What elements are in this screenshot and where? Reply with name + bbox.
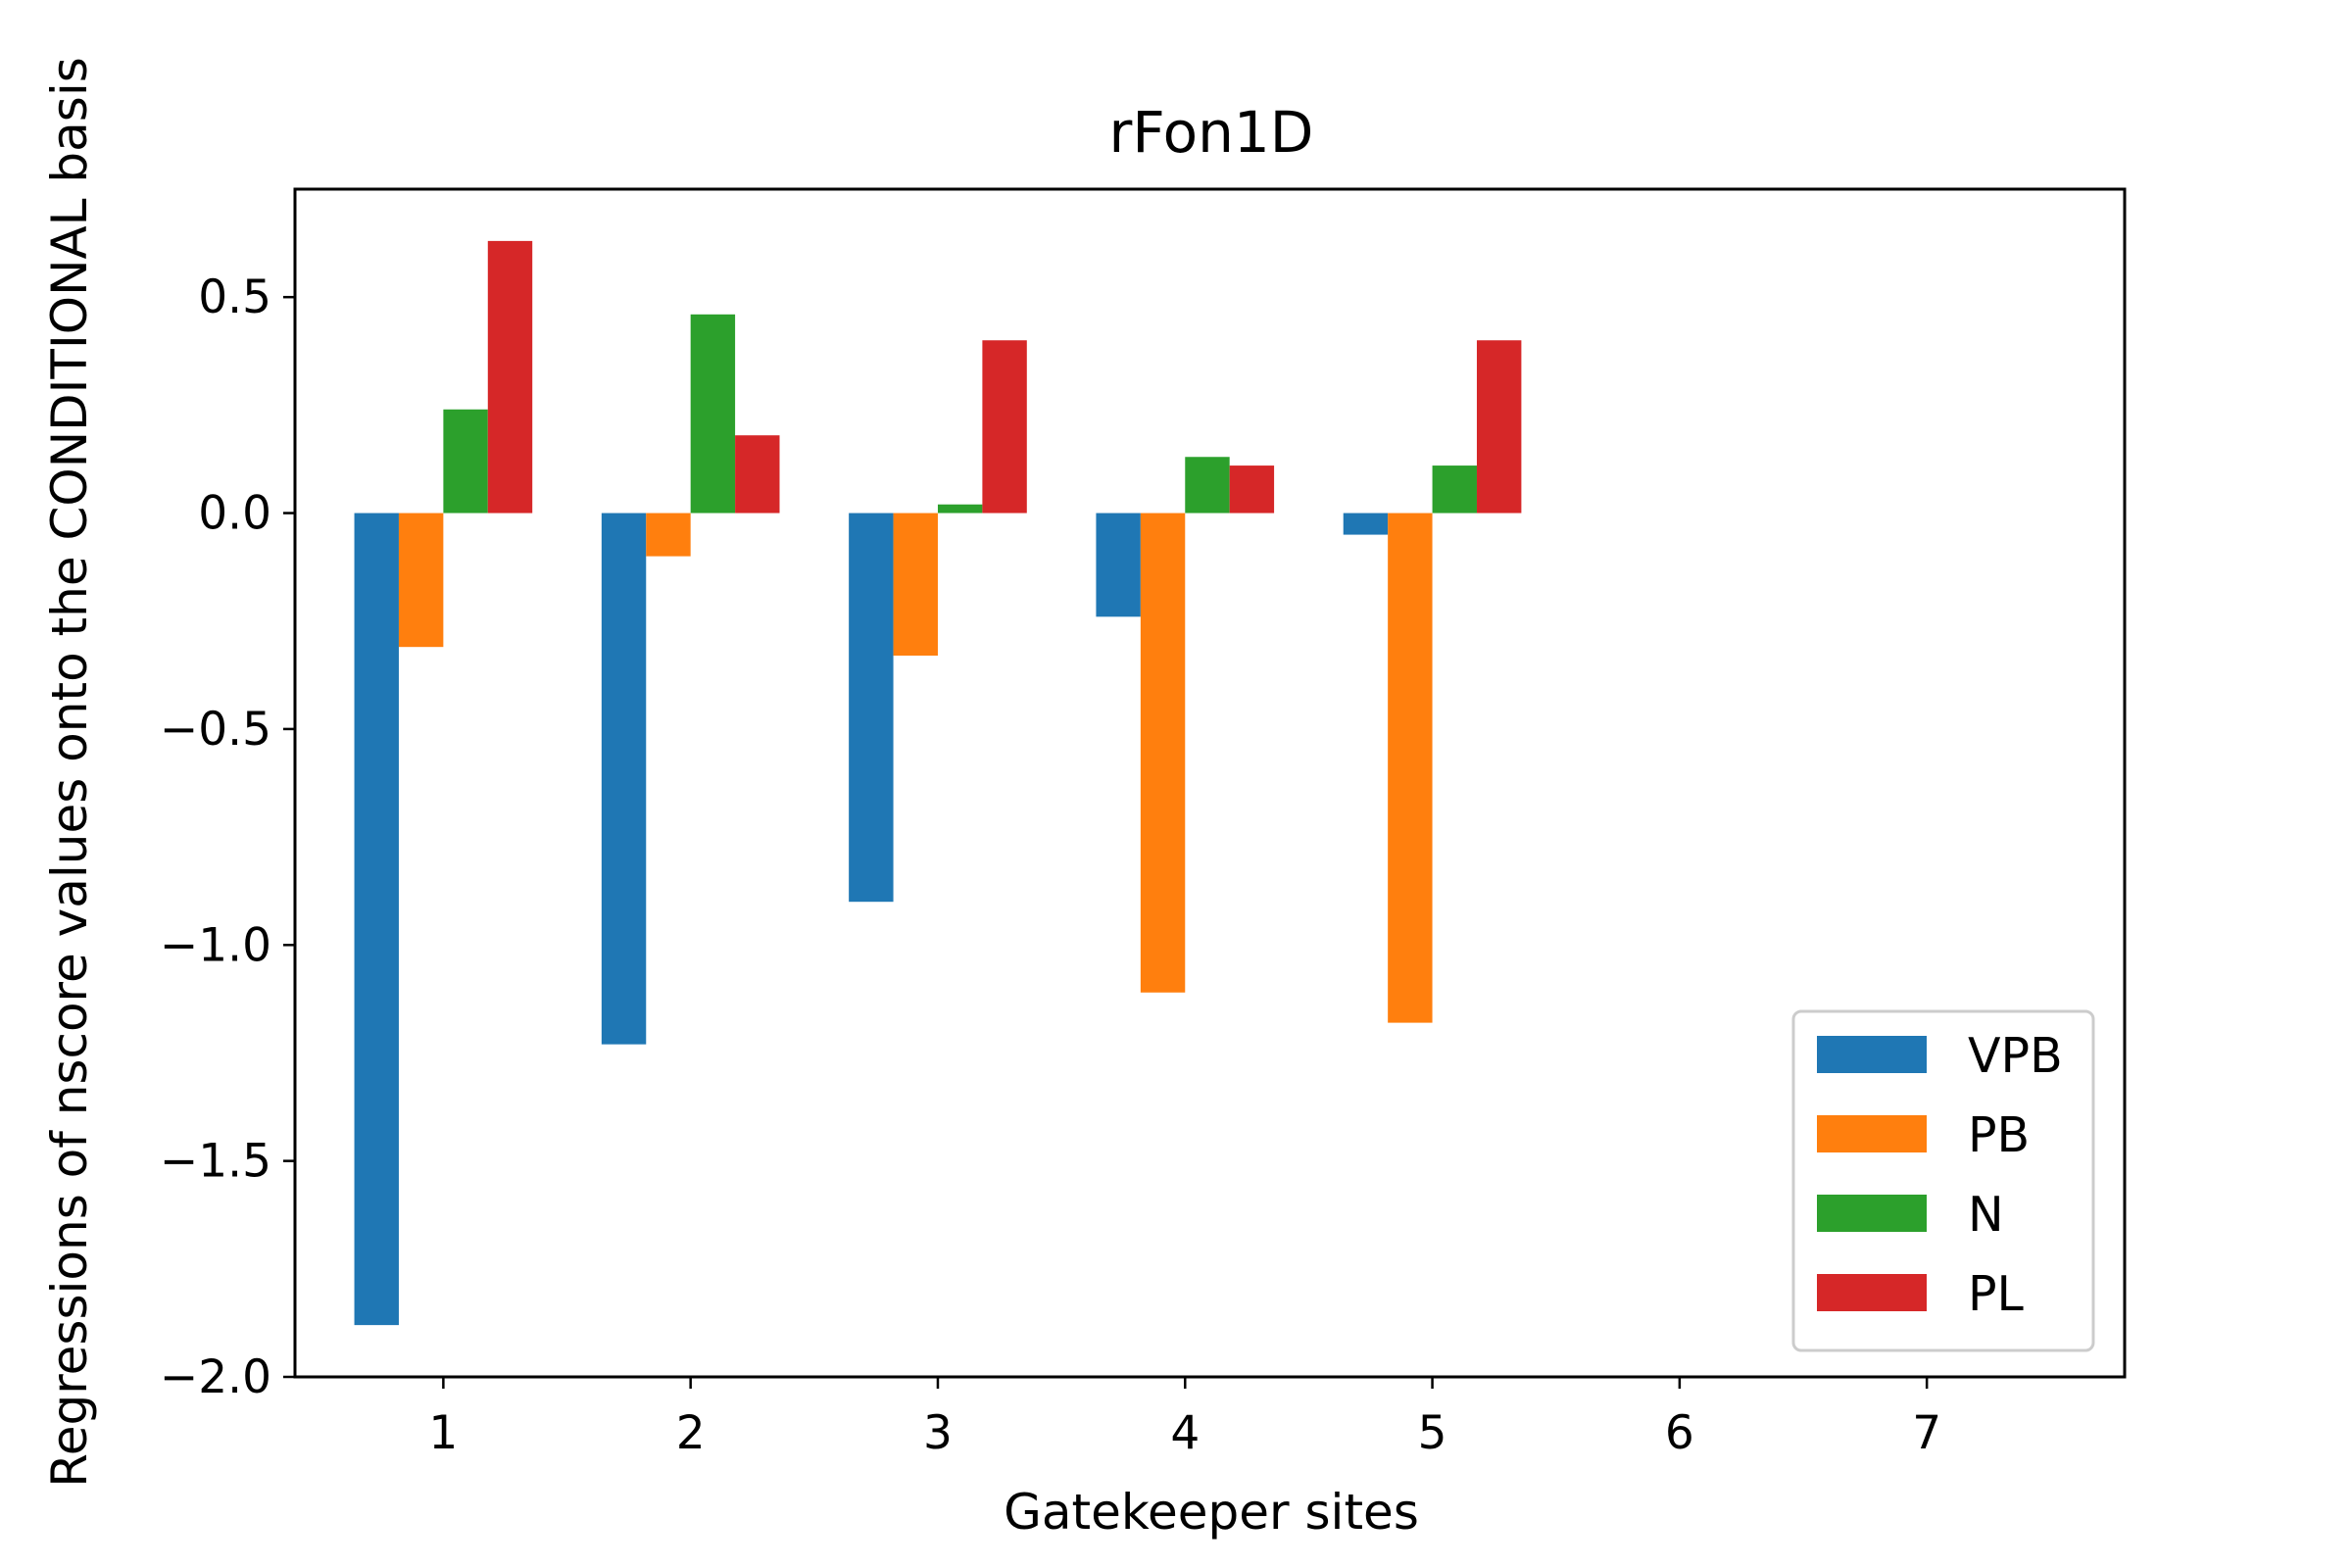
axes-layer: 1 2 3 4 5 6 7 −2.0 −1.5 −1.0 −0.5 0.0 0.5 <box>160 187 2127 1460</box>
y-tick-label: 0.5 <box>198 270 271 324</box>
bar-pl-2 <box>735 435 780 514</box>
legend-swatch-vpb <box>1817 1036 1927 1073</box>
bar-pb-3 <box>893 513 938 656</box>
legend-label-pl: PL <box>1968 1266 2025 1322</box>
bar-vpb-1 <box>354 513 399 1326</box>
y-tick-label: −0.5 <box>160 703 271 757</box>
bar-pl-3 <box>982 340 1027 514</box>
x-tick-label: 2 <box>676 1406 706 1460</box>
bar-n-1 <box>443 409 488 514</box>
x-tick-label: 5 <box>1418 1406 1447 1460</box>
bar-vpb-4 <box>1096 513 1141 617</box>
legend-label-n: N <box>1968 1187 2004 1243</box>
x-tick-label: 4 <box>1170 1406 1200 1460</box>
y-axis-label: Regressions of nscore values onto the CO… <box>41 57 98 1488</box>
bar-n-5 <box>1432 466 1477 514</box>
x-tick-label: 7 <box>1912 1406 1941 1460</box>
x-axis-label: Gatekeeper sites <box>1004 1484 1419 1541</box>
bar-pl-5 <box>1476 340 1522 514</box>
x-tick-label: 1 <box>428 1406 458 1460</box>
legend-swatch-pl <box>1817 1274 1927 1311</box>
legend-label-vpb: VPB <box>1968 1028 2063 1084</box>
bars-layer <box>354 240 1522 1326</box>
x-tick-label: 3 <box>923 1406 953 1460</box>
y-tick-label: 0.0 <box>198 487 271 541</box>
legend-swatch-pb <box>1817 1115 1927 1152</box>
legend: VPB PB N PL <box>1791 1009 2095 1352</box>
bar-pl-4 <box>1229 466 1275 514</box>
chart-title: rFon1D <box>1109 99 1314 166</box>
bar-vpb-5 <box>1343 513 1389 535</box>
bar-pb-5 <box>1388 513 1433 1023</box>
bar-pb-2 <box>646 513 691 557</box>
x-tick-label: 6 <box>1665 1406 1694 1460</box>
bar-pb-1 <box>398 513 444 648</box>
bar-pl-1 <box>487 240 533 514</box>
y-tick-label: −1.5 <box>160 1135 271 1189</box>
legend-swatch-n <box>1817 1195 1927 1232</box>
bar-pb-4 <box>1140 513 1186 993</box>
bar-vpb-3 <box>849 513 894 903</box>
legend-label-pb: PB <box>1968 1107 2030 1163</box>
bar-n-2 <box>690 314 736 514</box>
bar-vpb-2 <box>601 513 647 1045</box>
legend-box <box>1791 1009 2095 1352</box>
y-tick-label: −1.0 <box>160 918 271 972</box>
plot-frame <box>293 187 2127 1379</box>
bar-n-3 <box>937 504 983 514</box>
bar-n-4 <box>1185 457 1230 514</box>
y-tick-label: −2.0 <box>160 1350 271 1404</box>
